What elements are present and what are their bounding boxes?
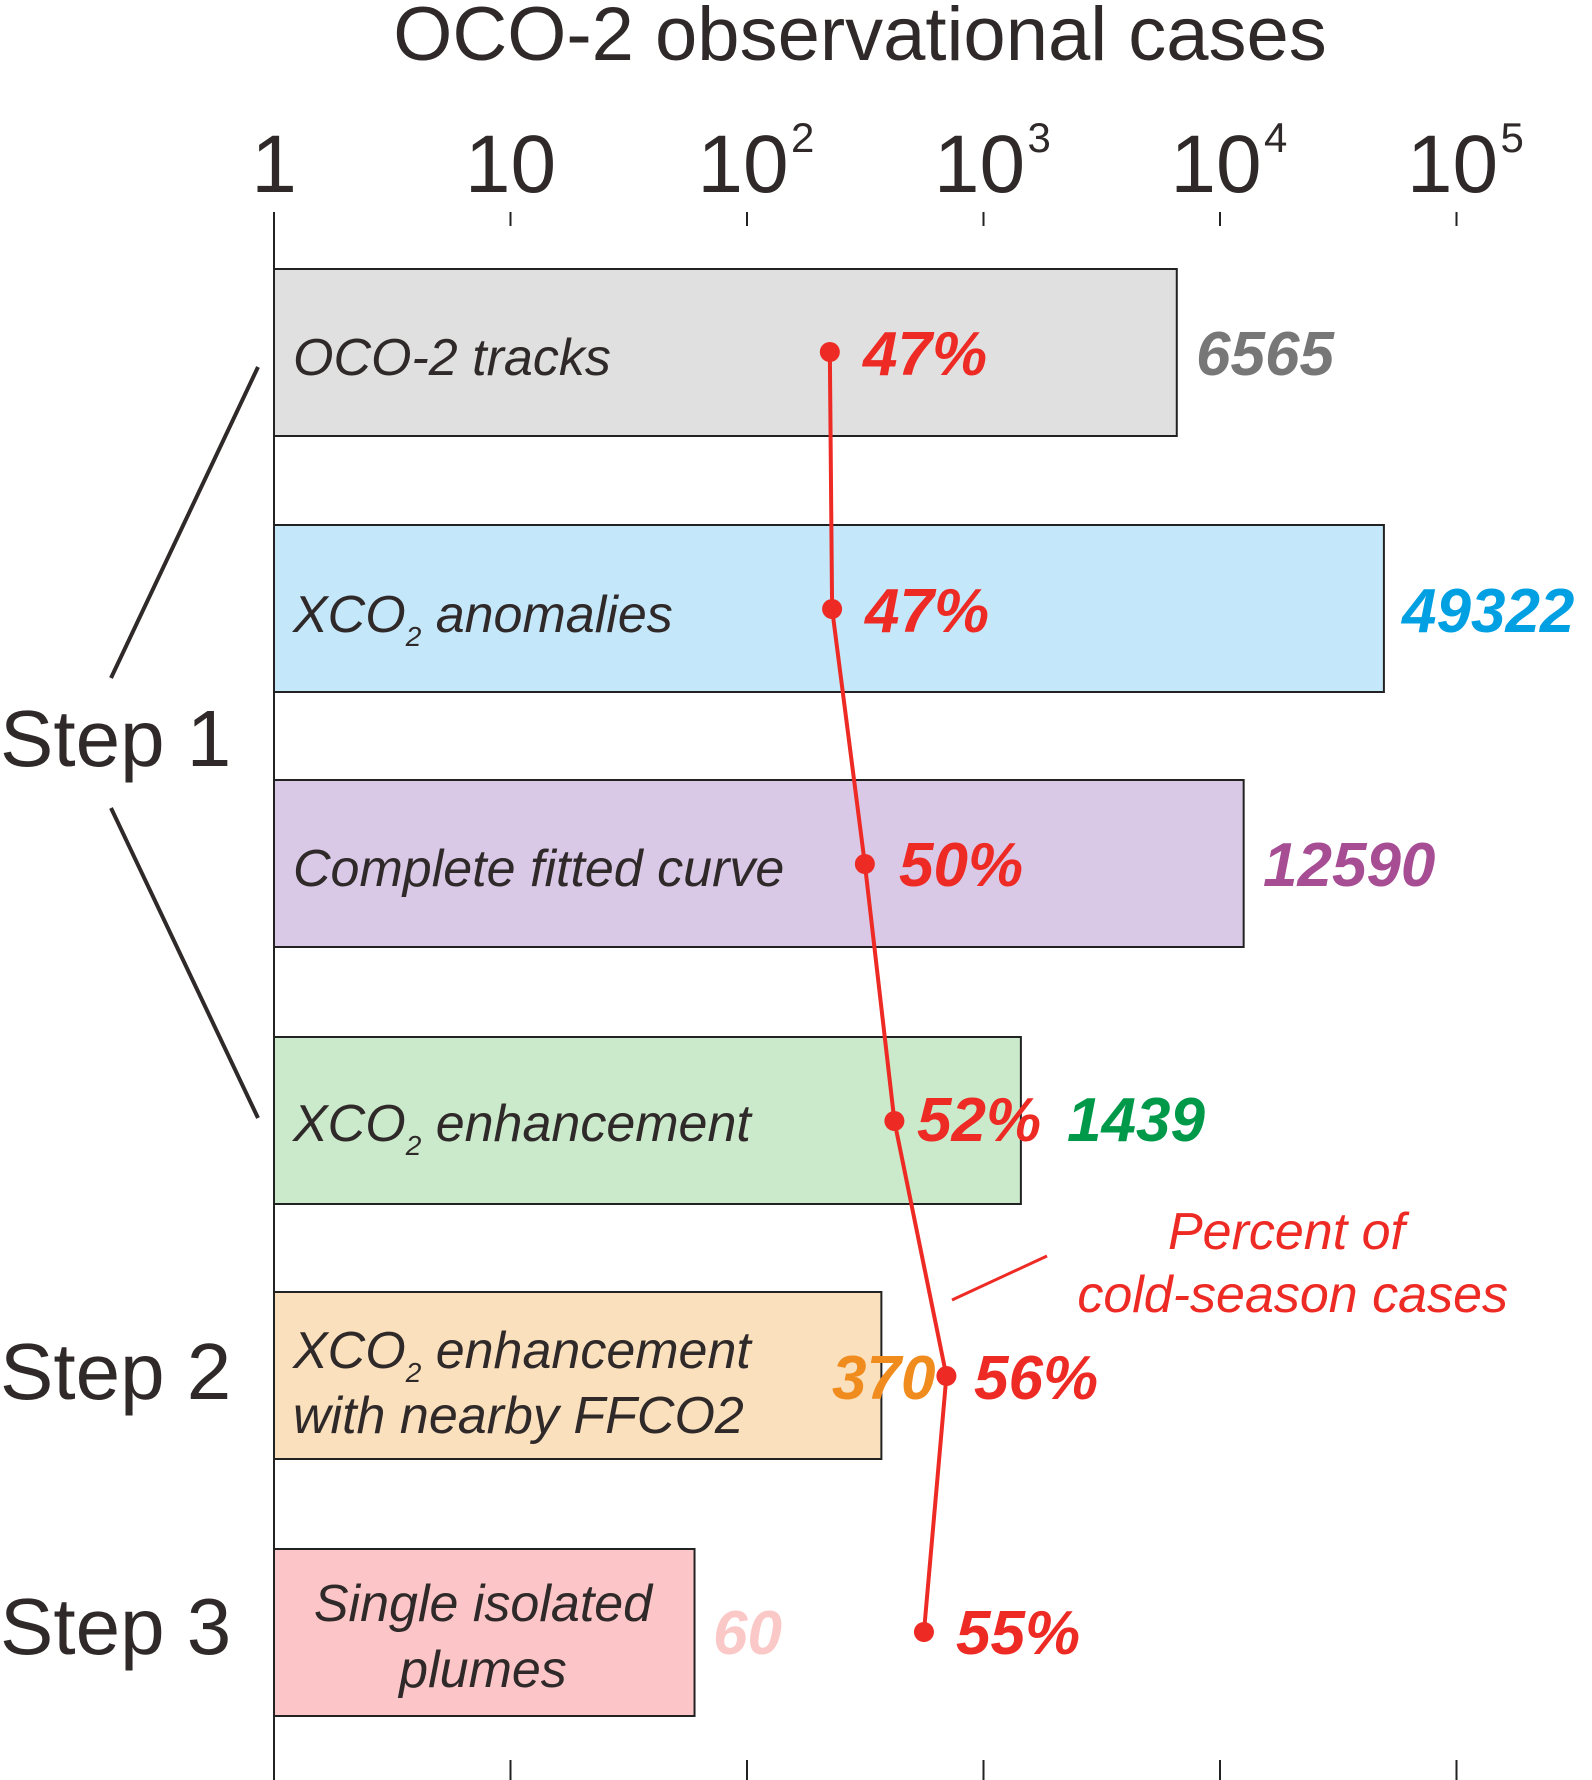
bar-label: Single isolated <box>314 1575 654 1633</box>
x-tick-label: 10 <box>465 119 556 210</box>
bar <box>273 779 1245 948</box>
percent-marker <box>854 854 875 874</box>
percent-marker <box>822 599 843 619</box>
step-label: Step 1 <box>0 694 231 783</box>
annotation-pointer <box>951 1254 1048 1302</box>
bar-label-text: Single isolated <box>314 1575 654 1633</box>
bar-group: XCO2 anomalies 49322 47% <box>273 524 1574 693</box>
x-tick-exponent: 2 <box>791 114 814 161</box>
bar-label-text: enhancement <box>421 1095 753 1153</box>
bar-label-text: XCO <box>292 586 406 644</box>
annotation-line-1: Percent of <box>1168 1203 1410 1261</box>
percent-marker <box>936 1366 957 1386</box>
bar-label: XCO2 anomalies <box>292 586 673 652</box>
x-tick-label: 10 <box>934 119 1025 210</box>
percent-marker <box>884 1111 905 1131</box>
percent-label: 52% <box>917 1086 1041 1155</box>
bar-group: XCO2 enhancement 1439 52% <box>273 1036 1205 1205</box>
bar-value-label: 1439 <box>1067 1086 1205 1155</box>
bar-value-label: 370 <box>832 1344 935 1413</box>
bar-label: with nearby FFCO2 <box>293 1387 744 1445</box>
bar <box>273 268 1178 437</box>
x-tick-label: 10 <box>1170 119 1261 210</box>
bar-value-label: 6565 <box>1196 320 1335 389</box>
bar-value-label: 60 <box>713 1599 782 1668</box>
bar-label-text: XCO <box>292 1322 406 1380</box>
bar <box>273 1548 696 1717</box>
x-tick-label: 10 <box>1407 119 1498 210</box>
bar-label-text: XCO <box>292 1095 406 1153</box>
bar-label-subscript: 2 <box>405 621 422 652</box>
bar-group: Complete fitted curve 12590 50% <box>273 779 1435 948</box>
percent-label: 55% <box>956 1599 1080 1668</box>
bar-label-text: OCO-2 tracks <box>293 329 611 387</box>
bar <box>273 1291 883 1460</box>
percent-line <box>827 351 949 1633</box>
bar-label: XCO2 enhancement <box>292 1322 753 1388</box>
chart-title: OCO-2 observational cases <box>393 0 1327 77</box>
bar-label: OCO-2 tracks <box>293 329 611 387</box>
percent-label: 47% <box>863 577 989 646</box>
percent-label: 56% <box>974 1344 1098 1413</box>
step-bracket-line <box>109 366 260 679</box>
bar-label-text: with nearby FFCO2 <box>293 1387 744 1445</box>
bar-value-label: 12590 <box>1263 831 1435 900</box>
x-tick-exponent: 3 <box>1028 114 1051 161</box>
step-label: Step 2 <box>0 1327 231 1416</box>
x-tick-label: 10 <box>697 119 788 210</box>
bar-label-text: anomalies <box>421 586 672 644</box>
annotation-line-2: cold-season cases <box>1077 1266 1508 1324</box>
percent-label: 47% <box>861 320 987 389</box>
step-bracket-line <box>109 807 260 1119</box>
bar-label-subscript: 2 <box>405 1357 422 1388</box>
bar-label-text: Complete fitted curve <box>293 840 784 898</box>
bar-label-text: enhancement <box>421 1322 753 1380</box>
bar-label-subscript: 2 <box>405 1130 422 1161</box>
bar-group: OCO-2 tracks 6565 47% <box>273 268 1335 437</box>
bar-label: plumes <box>397 1641 567 1699</box>
percent-label: 50% <box>899 831 1023 900</box>
x-tick-exponent: 5 <box>1501 114 1524 161</box>
x-tick-exponent: 4 <box>1264 114 1287 161</box>
step-label: Step 3 <box>0 1582 231 1671</box>
bar-label-text: plumes <box>397 1641 567 1699</box>
x-tick-label: 1 <box>251 119 297 210</box>
percent-marker <box>819 342 840 362</box>
bar-value-label: 49322 <box>1400 577 1574 646</box>
bar-group: Single isolated plumes 60 55% <box>273 1548 1080 1717</box>
bar-label: XCO2 enhancement <box>292 1095 753 1161</box>
percent-marker <box>913 1622 934 1642</box>
bar-label: Complete fitted curve <box>293 840 784 898</box>
